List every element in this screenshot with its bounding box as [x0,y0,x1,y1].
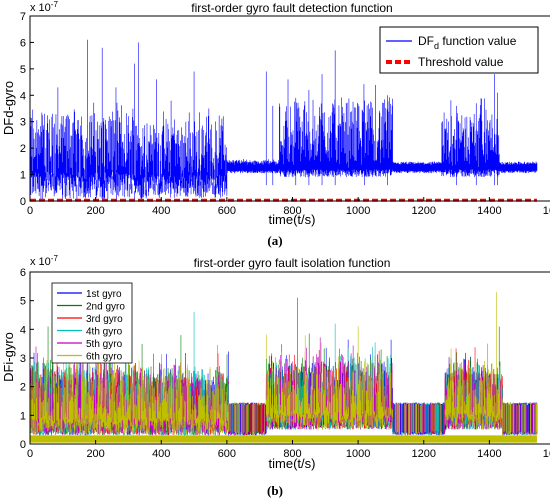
legend-entry-gyro-2: 2nd gyro [86,302,125,313]
legend-entry-gyro-1: 1st gyro [86,289,122,300]
x-tick-label: 1200 [412,205,436,217]
x-tick-label: 1600 [543,448,550,460]
series-6-base-fill [30,435,537,443]
chart-b-ticks: 0 200 400 600 800 1000 1200 1400 1600 0 1 2 3 4 5 6 [20,267,550,460]
chart-b-exponent: x 10-7 [30,254,58,268]
chart-panel-b: first-order gyro fault isolation functio… [1,254,550,498]
chart-a-legend: DFd function value Threshold value [379,26,539,74]
y-tick-label: 2 [20,143,26,155]
legend-entry-gyro-5: 5th gyro [86,339,123,350]
legend-entry-gyro-4: 4th gyro [86,327,123,338]
x-tick-label: 200 [86,448,104,460]
x-tick-label: 600 [218,205,236,217]
chart-a-xlabel: time(t/s) [269,212,316,227]
legend-entry-gyro-6: 6th gyro [86,352,123,363]
y-tick-label: 7 [20,11,26,23]
chart-a-legend-box [379,26,539,74]
chart-a-plot-area [29,39,538,202]
y-tick-label: 5 [20,64,26,76]
y-tick-label: 3 [20,117,26,129]
chart-b-legend-box [51,282,133,364]
x-tick-label: 1200 [412,448,436,460]
y-tick-label: 0 [20,196,26,208]
y-tick-label: 6 [20,37,26,49]
chart-a-caption: (a) [267,233,282,248]
chart-a-exponent: x 10-7 [30,0,58,14]
x-tick-label: 400 [152,205,170,217]
y-tick-label: 3 [20,353,26,365]
chart-b-title: first-order gyro fault isolation functio… [194,256,391,270]
chart-b-xlabel: time(t/s) [269,456,316,471]
x-tick-label: 200 [86,205,104,217]
legend-entry-gyro-3: 3rd gyro [86,314,123,325]
x-tick-label: 600 [218,448,236,460]
y-tick-label: 5 [20,296,26,308]
x-tick-label: 1000 [346,205,370,217]
chart-panel-a: first-order gyro fault detection functio… [1,0,550,248]
x-tick-label: 1400 [477,448,501,460]
x-tick-label: 1000 [346,448,370,460]
y-tick-label: 4 [20,324,26,336]
y-tick-label: 1 [20,410,26,422]
chart-a-title: first-order gyro fault detection functio… [191,1,392,15]
y-tick-label: 1 [20,170,26,182]
x-tick-label: 400 [152,448,170,460]
x-tick-label: 800 [283,448,301,460]
x-tick-label: 0 [27,205,33,217]
x-tick-label: 800 [283,205,301,217]
chart-a-ticks: 0 200 400 600 800 1000 1200 1400 1600 0 1 2 3 4 5 6 7 [20,11,550,217]
y-tick-label: 0 [20,439,26,451]
x-tick-label: 1400 [477,205,501,217]
chart-b-ylabel: DFi-gyro [1,332,16,382]
chart-b-caption: (b) [267,483,283,498]
y-tick-label: 2 [20,382,26,394]
legend-entry-df: DFd function value [418,34,517,51]
y-tick-label: 4 [20,90,26,102]
chart-b-plot-area [29,292,538,443]
y-tick-label: 6 [20,267,26,279]
chart-a-ylabel: DFd-gyro [1,81,16,135]
x-tick-label: 1600 [543,205,550,217]
legend-entry-threshold: Threshold value [418,55,504,69]
x-tick-label: 0 [27,448,33,460]
